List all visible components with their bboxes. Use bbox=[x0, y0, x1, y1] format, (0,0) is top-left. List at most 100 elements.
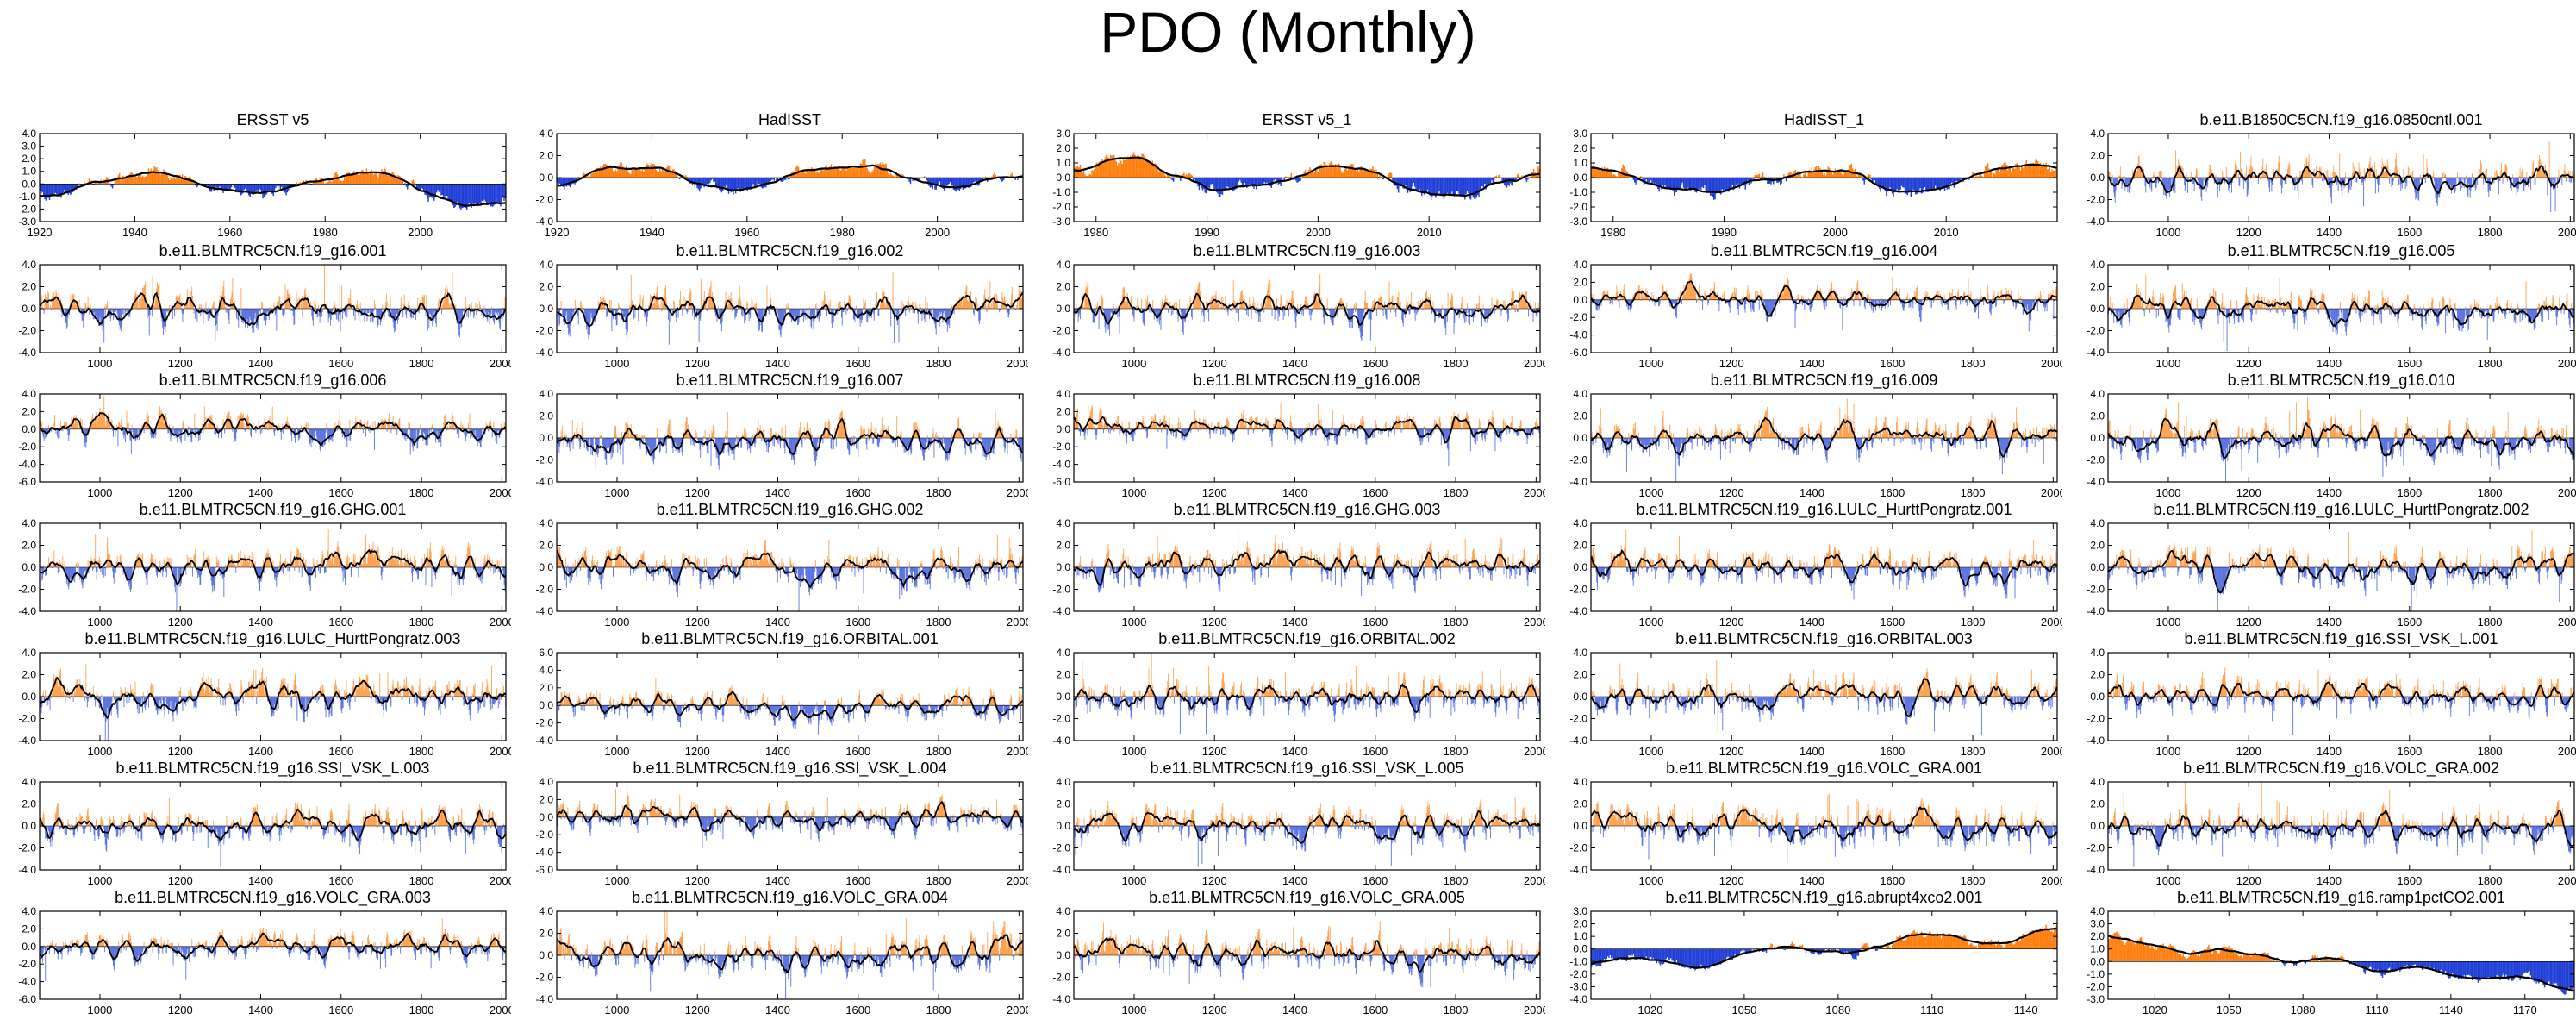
pdo-bar bbox=[362, 309, 364, 310]
pdo-bar bbox=[831, 309, 833, 324]
pdo-bar bbox=[1709, 293, 1711, 300]
y-tick-label: 2.0 bbox=[22, 153, 36, 165]
pdo-bar bbox=[833, 166, 836, 178]
pdo-bar bbox=[1074, 168, 1076, 178]
pdo-bar bbox=[2332, 172, 2334, 178]
pdo-bar bbox=[1486, 309, 1488, 318]
pdo-bar bbox=[1658, 299, 1660, 307]
pdo-bar bbox=[1082, 307, 1084, 309]
pdo-bar bbox=[1228, 178, 1231, 189]
pdo-bar bbox=[616, 309, 618, 325]
pdo-panel: b.e11.BLMTRC5CN.f19_g16.0014.02.00.0-2.0… bbox=[18, 242, 511, 370]
pdo-bar bbox=[2439, 178, 2441, 198]
pdo-bar bbox=[1607, 290, 1609, 300]
pdo-bar bbox=[1857, 173, 1860, 178]
pdo-bar bbox=[727, 303, 729, 309]
pdo-bar bbox=[1271, 178, 1274, 185]
pdo-bar bbox=[442, 298, 444, 309]
pdo-bar bbox=[2139, 165, 2141, 178]
pdo-bar bbox=[1662, 283, 1663, 300]
pdo-bar bbox=[1444, 178, 1446, 197]
pdo-bar bbox=[766, 178, 768, 185]
pdo-bar bbox=[1289, 177, 1291, 178]
pdo-bar bbox=[499, 309, 501, 329]
pdo-bar bbox=[921, 309, 923, 321]
pdo-bar bbox=[2529, 178, 2531, 184]
x-tick-label: 1980 bbox=[1600, 226, 1625, 239]
pdo-bar bbox=[216, 184, 218, 188]
pdo-bar bbox=[431, 309, 433, 319]
pdo-bar bbox=[1913, 178, 1916, 191]
pdo-bar bbox=[1478, 178, 1480, 197]
pdo-bar bbox=[367, 171, 369, 185]
pdo-bar bbox=[885, 163, 887, 178]
pdo-bar bbox=[471, 302, 472, 309]
pdo-bar bbox=[2301, 178, 2303, 181]
pdo-bar bbox=[387, 175, 389, 185]
pdo-bar bbox=[2033, 165, 2036, 178]
pdo-bar bbox=[293, 184, 296, 186]
pdo-bar bbox=[1194, 295, 1195, 309]
pdo-bar bbox=[503, 184, 505, 202]
pdo-bar bbox=[633, 167, 635, 178]
pdo-bar bbox=[1808, 169, 1811, 178]
pdo-bar bbox=[1247, 178, 1249, 186]
pdo-bar bbox=[2451, 178, 2453, 187]
pdo-bar bbox=[1081, 168, 1082, 178]
pdo-bar bbox=[142, 287, 144, 309]
pdo-bar bbox=[437, 307, 439, 309]
pdo-bar bbox=[1342, 172, 1344, 178]
pdo-bar bbox=[1278, 309, 1280, 314]
pdo-bar bbox=[473, 184, 475, 207]
pdo-bar bbox=[1279, 309, 1281, 317]
pdo-bar bbox=[2424, 178, 2426, 183]
pdo-bar bbox=[1484, 309, 1486, 322]
pdo-bar bbox=[782, 309, 783, 324]
pdo-bar bbox=[413, 309, 415, 313]
pdo-bar bbox=[561, 178, 563, 186]
pdo-bar bbox=[952, 178, 955, 190]
pdo-bar bbox=[232, 184, 234, 185]
pdo-bar bbox=[1535, 173, 1537, 178]
pdo-bar bbox=[828, 167, 830, 178]
pdo-bar bbox=[2262, 158, 2264, 178]
pdo-bar bbox=[876, 306, 878, 309]
pdo-bar bbox=[289, 184, 290, 187]
pdo-bar bbox=[1709, 178, 1712, 196]
pdo-bar bbox=[1926, 178, 1928, 192]
pdo-bar bbox=[1120, 160, 1122, 178]
pdo-bar bbox=[861, 309, 863, 323]
pdo-bar bbox=[1155, 163, 1157, 178]
pdo-bar bbox=[2041, 165, 2043, 178]
x-tick-label: 2000 bbox=[2558, 226, 2576, 239]
pdo-bar bbox=[368, 309, 370, 310]
pdo-bar bbox=[1423, 303, 1425, 309]
pdo-bar bbox=[1711, 295, 1712, 300]
pdo-bar bbox=[290, 309, 292, 312]
pdo-bar bbox=[1252, 303, 1254, 309]
pdo-bar bbox=[2252, 175, 2254, 178]
pdo-bar bbox=[938, 178, 939, 185]
pdo-bar bbox=[429, 309, 431, 315]
pdo-bar bbox=[2237, 173, 2239, 178]
pdo-bar bbox=[1693, 286, 1695, 300]
pdo-bar bbox=[1336, 167, 1338, 178]
pdo-bar bbox=[120, 178, 122, 185]
pdo-bar bbox=[922, 177, 925, 178]
pdo-bar bbox=[1190, 174, 1192, 178]
pdo-bar bbox=[1707, 299, 1709, 306]
pdo-bar bbox=[2209, 164, 2211, 178]
pdo-bar bbox=[1807, 172, 1809, 178]
pdo-bar bbox=[385, 172, 388, 185]
y-tick-label: 4.0 bbox=[2090, 128, 2105, 140]
pdo-bar bbox=[1757, 174, 1759, 178]
pdo-bar bbox=[1519, 294, 1521, 309]
pdo-bar bbox=[825, 309, 826, 310]
pdo-bar bbox=[130, 172, 132, 185]
pdo-bar bbox=[1473, 178, 1475, 199]
pdo-bar bbox=[1280, 294, 1282, 309]
pdo-bar bbox=[1631, 297, 1633, 300]
pdo-bar bbox=[1254, 178, 1257, 187]
pdo-bar bbox=[435, 309, 437, 323]
